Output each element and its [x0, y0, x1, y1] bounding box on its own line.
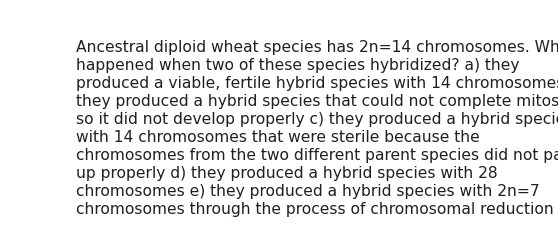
Text: up properly d) they produced a hybrid species with 28: up properly d) they produced a hybrid sp… — [76, 165, 498, 180]
Text: Ancestral diploid wheat species has 2n=14 chromosomes. What: Ancestral diploid wheat species has 2n=1… — [76, 40, 558, 54]
Text: they produced a hybrid species that could not complete mitosis: they produced a hybrid species that coul… — [76, 93, 558, 108]
Text: chromosomes from the two different parent species did not pair: chromosomes from the two different paren… — [76, 147, 558, 162]
Text: chromosomes e) they produced a hybrid species with 2n=7: chromosomes e) they produced a hybrid sp… — [76, 183, 540, 198]
Text: with 14 chromosomes that were sterile because the: with 14 chromosomes that were sterile be… — [76, 129, 480, 144]
Text: so it did not develop properly c) they produced a hybrid species: so it did not develop properly c) they p… — [76, 111, 558, 126]
Text: produced a viable, fertile hybrid species with 14 chromosomes b): produced a viable, fertile hybrid specie… — [76, 76, 558, 90]
Text: happened when two of these species hybridized? a) they: happened when two of these species hybri… — [76, 58, 519, 72]
Text: chromosomes through the process of chromosomal reduction: chromosomes through the process of chrom… — [76, 201, 554, 216]
